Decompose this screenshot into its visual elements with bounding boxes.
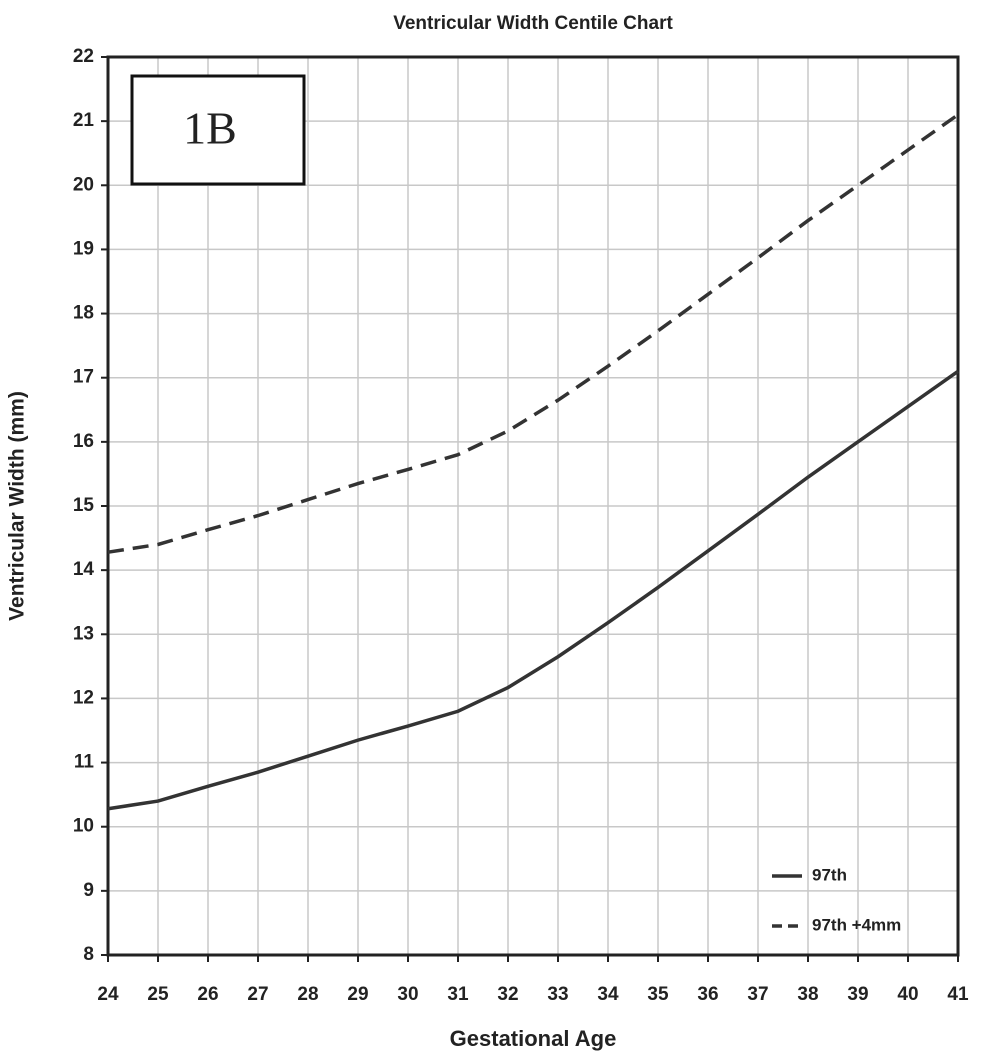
y-tick-label: 20 xyxy=(73,174,94,195)
x-tick-label: 35 xyxy=(647,984,669,1005)
y-tick-label: 17 xyxy=(73,367,94,388)
line-series xyxy=(107,369,960,811)
x-axis-label: Gestational Age xyxy=(450,1026,617,1051)
y-tick-label: 14 xyxy=(73,559,95,580)
x-tick-label: 31 xyxy=(447,984,469,1005)
x-tick-label: 24 xyxy=(97,984,119,1005)
x-tick-label: 36 xyxy=(697,984,718,1005)
chart-title: Ventricular Width Centile Chart xyxy=(393,13,673,34)
y-tick-label: 9 xyxy=(83,880,94,901)
legend-label: 97th xyxy=(812,865,847,884)
annotation-box xyxy=(130,74,306,186)
x-tick-label: 39 xyxy=(847,984,868,1005)
x-tick-label: 27 xyxy=(247,984,268,1005)
legend-label: 97th +4mm xyxy=(812,915,901,934)
y-axis-label: Ventricular Width (mm) xyxy=(6,391,29,621)
y-tick-label: 21 xyxy=(73,110,95,131)
x-tick-label: 34 xyxy=(597,984,619,1005)
x-tick-label: 25 xyxy=(147,984,169,1005)
x-tick-label: 37 xyxy=(747,984,768,1005)
y-tick-label: 15 xyxy=(73,495,95,516)
x-tick-label: 38 xyxy=(797,984,818,1005)
plot-frame xyxy=(106,55,960,957)
y-tick-label: 13 xyxy=(73,623,94,644)
x-tick-label: 30 xyxy=(397,984,418,1005)
y-tick-label: 8 xyxy=(83,944,94,965)
x-tick-label: 29 xyxy=(347,984,368,1005)
y-tick-label: 16 xyxy=(73,431,94,452)
annotation: 1B xyxy=(183,103,237,154)
y-tick-label: 18 xyxy=(73,303,94,324)
y-tick-label: 10 xyxy=(73,816,94,837)
x-tick-label: 28 xyxy=(297,984,318,1005)
y-tick-label: 22 xyxy=(73,46,94,67)
x-tick-label: 40 xyxy=(897,984,918,1005)
y-tick-label: 19 xyxy=(73,238,94,259)
y-tick-label: 12 xyxy=(73,687,94,708)
x-tick-label: 33 xyxy=(547,984,568,1005)
y-tick-label: 11 xyxy=(74,752,95,773)
x-tick-label: 41 xyxy=(947,984,969,1005)
x-tick-label: 26 xyxy=(197,984,218,1005)
x-tick-label: 32 xyxy=(497,984,518,1005)
